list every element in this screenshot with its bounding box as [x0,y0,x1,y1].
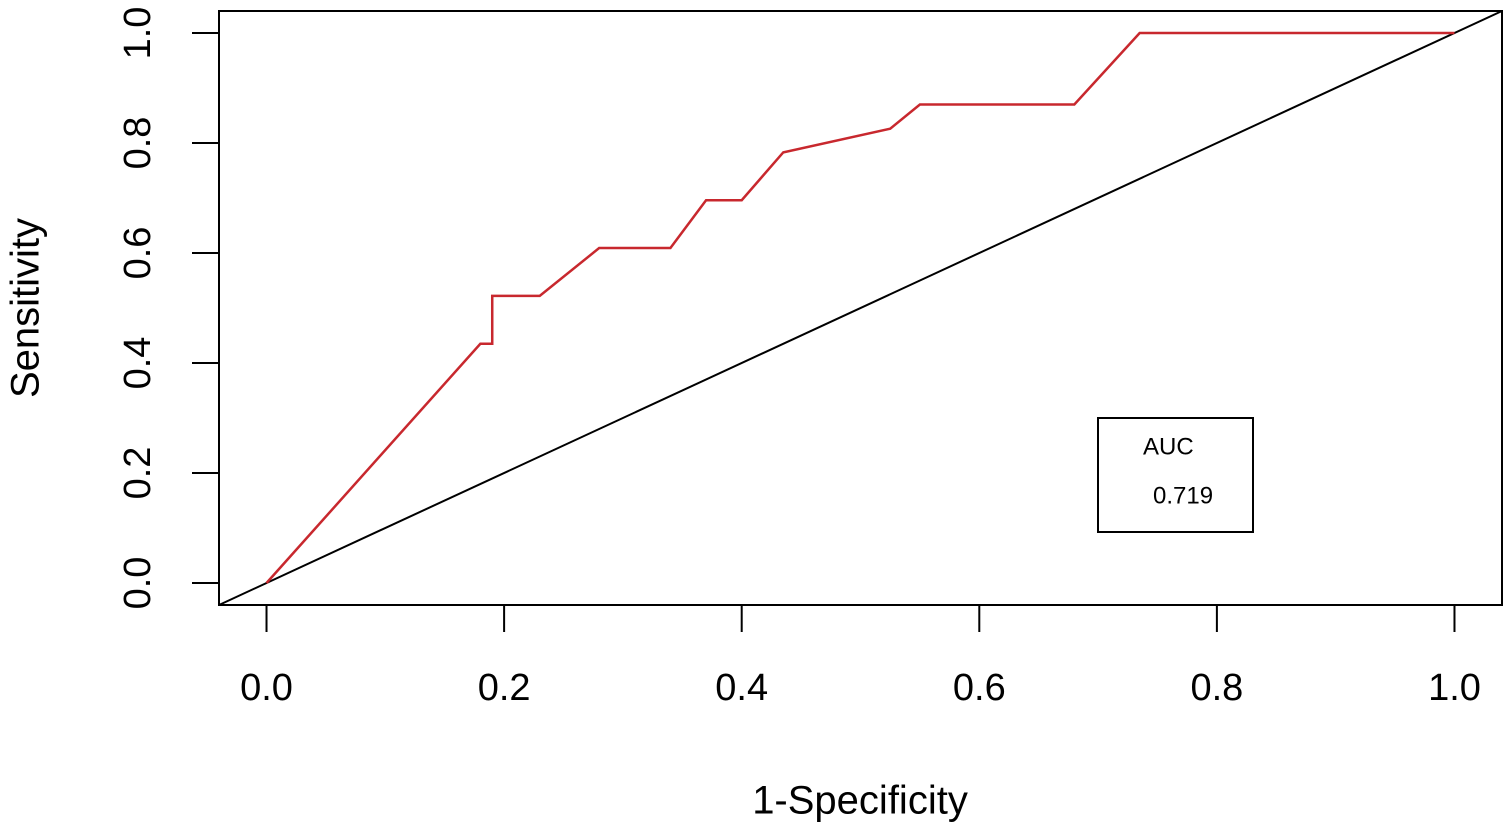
y-tick-label: 0.2 [117,447,159,500]
y-tick-label: 0.6 [117,227,159,280]
legend-title: AUC [1143,433,1194,460]
y-tick-label: 0.8 [117,117,159,170]
x-tick-label: 0.2 [478,667,531,709]
legend-box [1097,417,1254,533]
y-axis-label: Sensitivity [4,218,48,398]
y-tick-label: 1.0 [117,7,159,60]
y-tick-label: 0.0 [117,557,159,610]
auc-value: 0.719 [1153,482,1213,509]
x-tick-label: 0.6 [953,667,1006,709]
x-tick-label: 0.0 [240,667,293,709]
reference-line [218,10,1503,606]
x-tick-label: 0.4 [715,667,768,709]
plot-frame [218,10,1503,606]
y-tick-label: 0.4 [117,337,159,390]
x-axis-label: 1-Specificity [752,779,968,823]
x-tick-label: 1.0 [1428,667,1481,709]
x-tick-label: 0.8 [1190,667,1243,709]
roc-curve [265,31,1455,584]
